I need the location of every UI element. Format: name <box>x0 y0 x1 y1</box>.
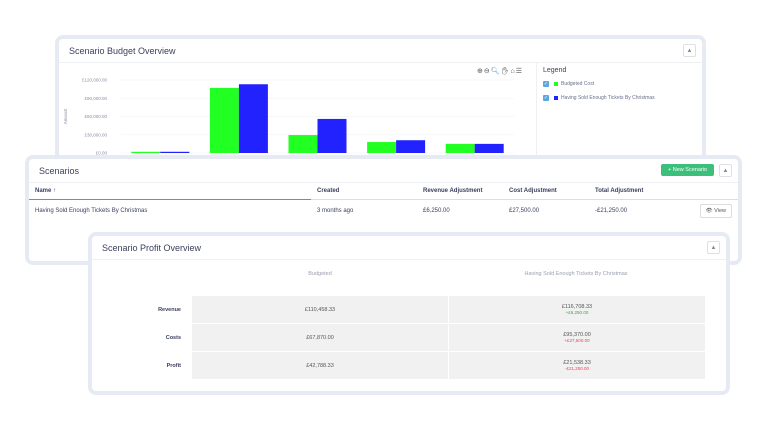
zoom-in-icon[interactable]: ⊕ <box>477 68 484 75</box>
delta-value: -£21,250.00 <box>564 366 590 371</box>
collapse-button[interactable]: ▲ <box>719 164 732 177</box>
column-total[interactable]: Total Adjustment <box>589 183 675 200</box>
y-axis-label: Amount <box>63 108 68 124</box>
scenario-value: £21,538.33 <box>563 360 591 366</box>
swatch <box>554 82 558 86</box>
delta-value: +£27,500.00 <box>564 338 590 343</box>
legend-item-budgeted[interactable]: ✓ Budgeted Cost <box>543 81 700 87</box>
view-button[interactable]: 👁︎ View <box>699 204 732 218</box>
legend-item-scenario[interactable]: ✓ Having Sold Enough Tickets By Christmas <box>543 95 700 101</box>
profit-row: Profit £42,788.33 £21,538.33 -£21,250.00 <box>92 352 726 379</box>
created: 3 months ago <box>317 208 354 214</box>
scenario-cell: £21,538.33 -£21,250.00 <box>449 352 705 379</box>
table-row[interactable]: Having Sold Enough Tickets By Christmas … <box>29 200 738 223</box>
card-title: Scenario Budget Overview <box>59 39 702 63</box>
collapse-button[interactable]: ▲ <box>683 44 696 57</box>
card-title: Scenarios <box>29 159 738 183</box>
y-tick-label: £0.00 <box>96 151 108 156</box>
budgeted-cell: £42,788.33 <box>192 352 448 379</box>
new-scenario-button[interactable]: + New Scenario <box>661 164 714 176</box>
profit-table: Budgeted Having Sold Enough Tickets By Ch… <box>92 271 726 380</box>
column-scenario: Having Sold Enough Tickets By Christmas <box>524 271 628 277</box>
row-label: Profit <box>166 362 181 369</box>
chart-toolbar: ⊕⊖🔍︎✋︎⌂☰ <box>477 67 523 75</box>
column-budgeted: Budgeted <box>308 271 332 277</box>
profit-row: Revenue £110,458.33 £116,708.33 +£6,250.0… <box>92 296 726 323</box>
checkbox-icon[interactable]: ✓ <box>543 81 549 87</box>
legend-label: Having Sold Enough Tickets By Christmas <box>561 95 655 101</box>
y-tick-label: £30,000.00 <box>84 132 107 137</box>
delta-value: +£6,250.00 <box>565 310 589 315</box>
budgeted-value: £110,458.33 <box>304 306 336 313</box>
revenue-adjustment: £6,250.00 <box>423 208 450 214</box>
column-revenue[interactable]: Revenue Adjustment <box>417 183 503 200</box>
eye-icon: 👁︎ <box>705 208 715 214</box>
budgeted-cell: £67,870.00 <box>192 324 448 351</box>
scenario-value: £95,370.00 <box>563 332 591 338</box>
home-icon[interactable]: ⌂ <box>510 68 516 75</box>
bar <box>317 118 347 153</box>
y-tick-label: £120,000.00 <box>82 78 108 83</box>
y-tick-label: £90,000.00 <box>84 96 107 101</box>
budgeted-value: £67,870.00 <box>306 334 334 341</box>
profit-overview-card: Scenario Profit Overview ▲ Budgeted Havin… <box>88 232 730 395</box>
collapse-button[interactable]: ▲ <box>707 241 720 254</box>
bar <box>396 140 426 153</box>
column-created[interactable]: Created <box>311 183 417 200</box>
scenario-value: £116,708.33 <box>561 304 593 310</box>
profit-row: Costs £67,870.00 £95,370.00 +£27,500.00 <box>92 324 726 351</box>
magnify-icon[interactable]: 🔍︎ <box>490 68 501 75</box>
bar <box>131 151 161 153</box>
budget-overview-card: Scenario Budget Overview ▲ ⊕⊖🔍︎✋︎⌂☰ £0.0… <box>55 35 706 165</box>
bar <box>288 135 318 153</box>
legend-title: Legend <box>543 67 567 74</box>
bar <box>474 143 504 153</box>
bar <box>209 87 239 153</box>
scenario-cell: £116,708.33 +£6,250.00 <box>449 296 705 323</box>
chart-legend: Legend ✓ Budgeted Cost ✓ Having Sold Enoug… <box>536 63 702 161</box>
row-label: Revenue <box>158 306 181 313</box>
scenario-cell: £95,370.00 +£27,500.00 <box>449 324 705 351</box>
card-title: Scenario Profit Overview <box>92 236 726 260</box>
bar <box>445 143 475 153</box>
view-label: View <box>714 208 726 214</box>
column-name[interactable]: Name ↑ <box>29 183 311 200</box>
total-adjustment: -£21,250.00 <box>595 208 628 214</box>
swatch <box>554 96 558 100</box>
column-cost[interactable]: Cost Adjustment <box>503 183 589 200</box>
zoom-out-icon[interactable]: ⊖ <box>483 68 491 75</box>
legend-label: Budgeted Cost <box>561 81 595 87</box>
bar <box>160 151 190 153</box>
scenario-name[interactable]: Having Sold Enough Tickets By Christmas <box>35 208 148 214</box>
pan-icon[interactable]: ✋︎ <box>500 68 511 75</box>
bar <box>367 142 397 153</box>
row-label: Costs <box>165 334 181 341</box>
cost-adjustment: £27,500.00 <box>509 208 540 214</box>
bar <box>238 84 268 153</box>
budgeted-value: £42,788.33 <box>306 362 334 369</box>
checkbox-icon[interactable]: ✓ <box>543 95 549 101</box>
budgeted-cell: £110,458.33 <box>192 296 448 323</box>
y-tick-label: £60,000.00 <box>84 114 107 119</box>
scenarios-table: Name ↑ Created Revenue Adjustment Cost A… <box>29 183 738 222</box>
menu-icon[interactable]: ☰ <box>515 68 524 75</box>
budget-chart: £0.00 £30,000.00 £60,000.00 £90,000.00 £120,… <box>63 78 514 156</box>
